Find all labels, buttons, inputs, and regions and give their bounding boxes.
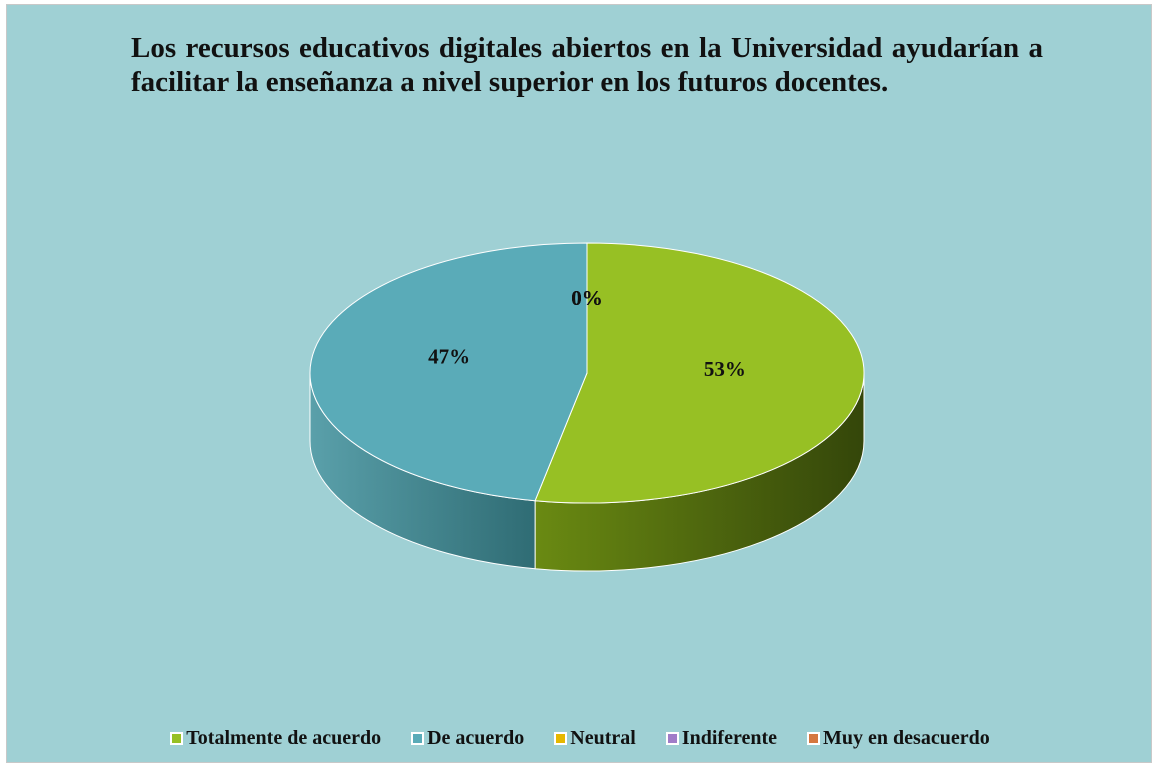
data-label: 0% [571, 286, 603, 310]
data-label: 47% [428, 345, 470, 369]
legend-swatch [170, 732, 184, 745]
legend-label: Totalmente de acuerdo [186, 727, 382, 749]
chart: Los recursos educativos digitales abiert… [6, 4, 1152, 763]
legend-item: Indiferente [665, 727, 778, 750]
data-label: 53% [704, 357, 746, 381]
legend-item: Muy en desacuerdo [807, 727, 990, 750]
legend-item: De acuerdo [411, 727, 524, 750]
legend-swatch [411, 732, 425, 745]
data-label: 0% [571, 286, 603, 310]
slice [534, 242, 865, 504]
legend-swatch [807, 732, 821, 745]
legend-label: De acuerdo [427, 727, 525, 749]
legend-label: Neutral [570, 727, 636, 749]
legend-item: Neutral [554, 727, 636, 750]
chart-title: Los recursos educativos digitales abiert… [131, 32, 1043, 98]
legend-label: Muy en desacuerdo [823, 727, 990, 749]
legend: Totalmente de acuerdo De acuerdo Neutral In… [7, 727, 1153, 750]
plot: 53%47%0%0%0% [309, 242, 865, 572]
slice [309, 242, 588, 502]
legend-swatch [554, 732, 568, 745]
legend-label: Indiferente [681, 727, 778, 749]
data-label: 0% [571, 286, 603, 310]
legend-swatch [665, 732, 679, 745]
legend-item: Totalmente de acuerdo [170, 727, 381, 750]
